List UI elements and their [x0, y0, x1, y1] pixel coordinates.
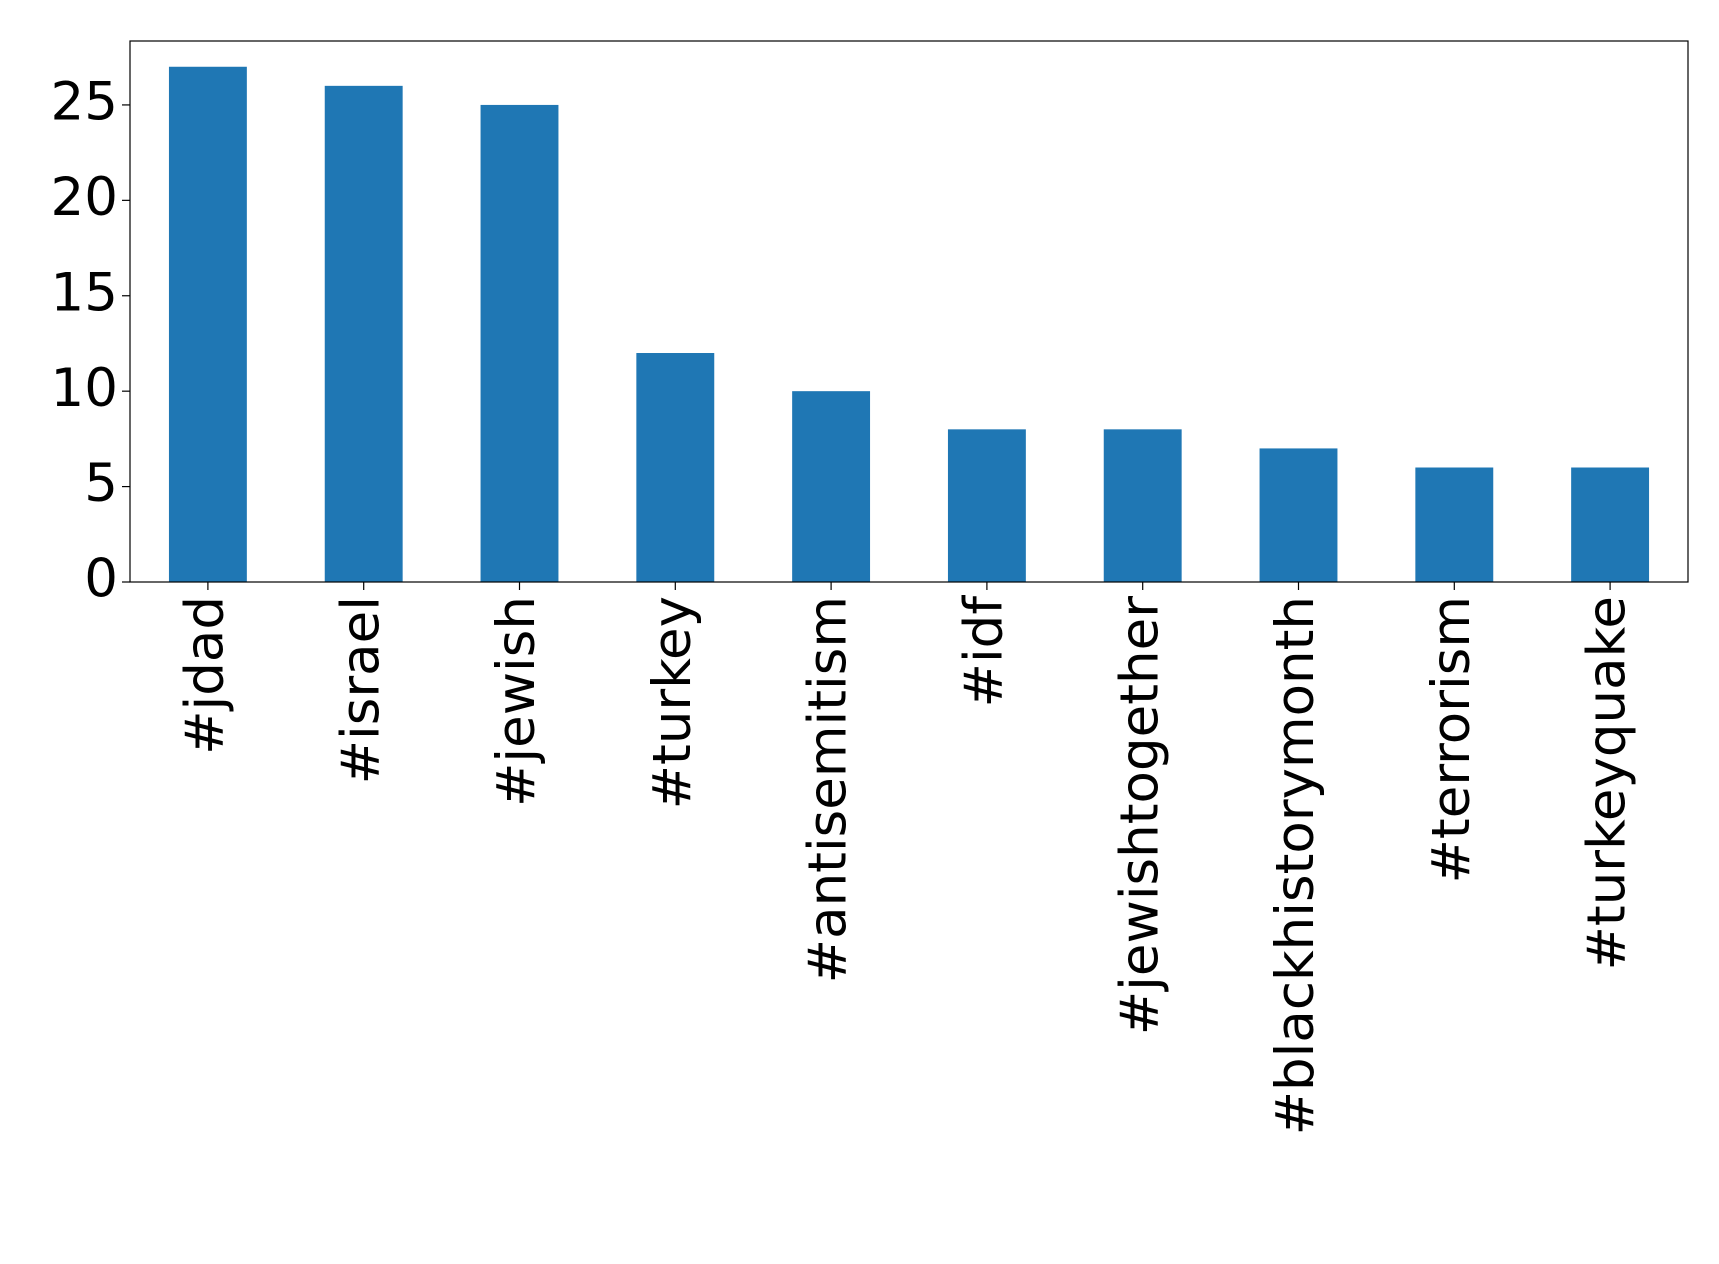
y-tick-label: 15 — [51, 262, 118, 323]
bar — [168, 66, 247, 582]
x-tick-label: #turkey — [642, 596, 703, 809]
bar — [1103, 429, 1182, 582]
x-tick-label: #jewish — [486, 596, 547, 807]
plot-frame — [129, 40, 1689, 583]
bar — [947, 429, 1026, 582]
x-tick-label: #israel — [330, 596, 391, 784]
x-tick-label: #idf — [954, 595, 1015, 708]
x-tick-label: #antisemitism — [798, 596, 859, 983]
bar — [636, 353, 715, 582]
bar — [792, 391, 871, 582]
bar — [324, 85, 403, 583]
x-tick-label: #jewishtogether — [1109, 596, 1170, 1035]
y-tick-label: 5 — [84, 453, 118, 514]
bar — [1415, 467, 1494, 582]
x-tick-label: #turkeyquake — [1577, 596, 1638, 970]
bar — [1571, 467, 1650, 582]
bar — [1259, 448, 1338, 582]
x-tick-label: #terrorism — [1421, 596, 1482, 883]
bar — [480, 104, 559, 583]
y-tick-label: 0 — [84, 549, 118, 610]
y-tick-label: 10 — [51, 358, 118, 419]
y-tick-label: 20 — [51, 167, 118, 228]
y-tick-label: 25 — [51, 72, 118, 133]
x-tick-label: #blackhistorymonth — [1265, 596, 1326, 1135]
x-tick-label: #jdad — [175, 596, 236, 755]
